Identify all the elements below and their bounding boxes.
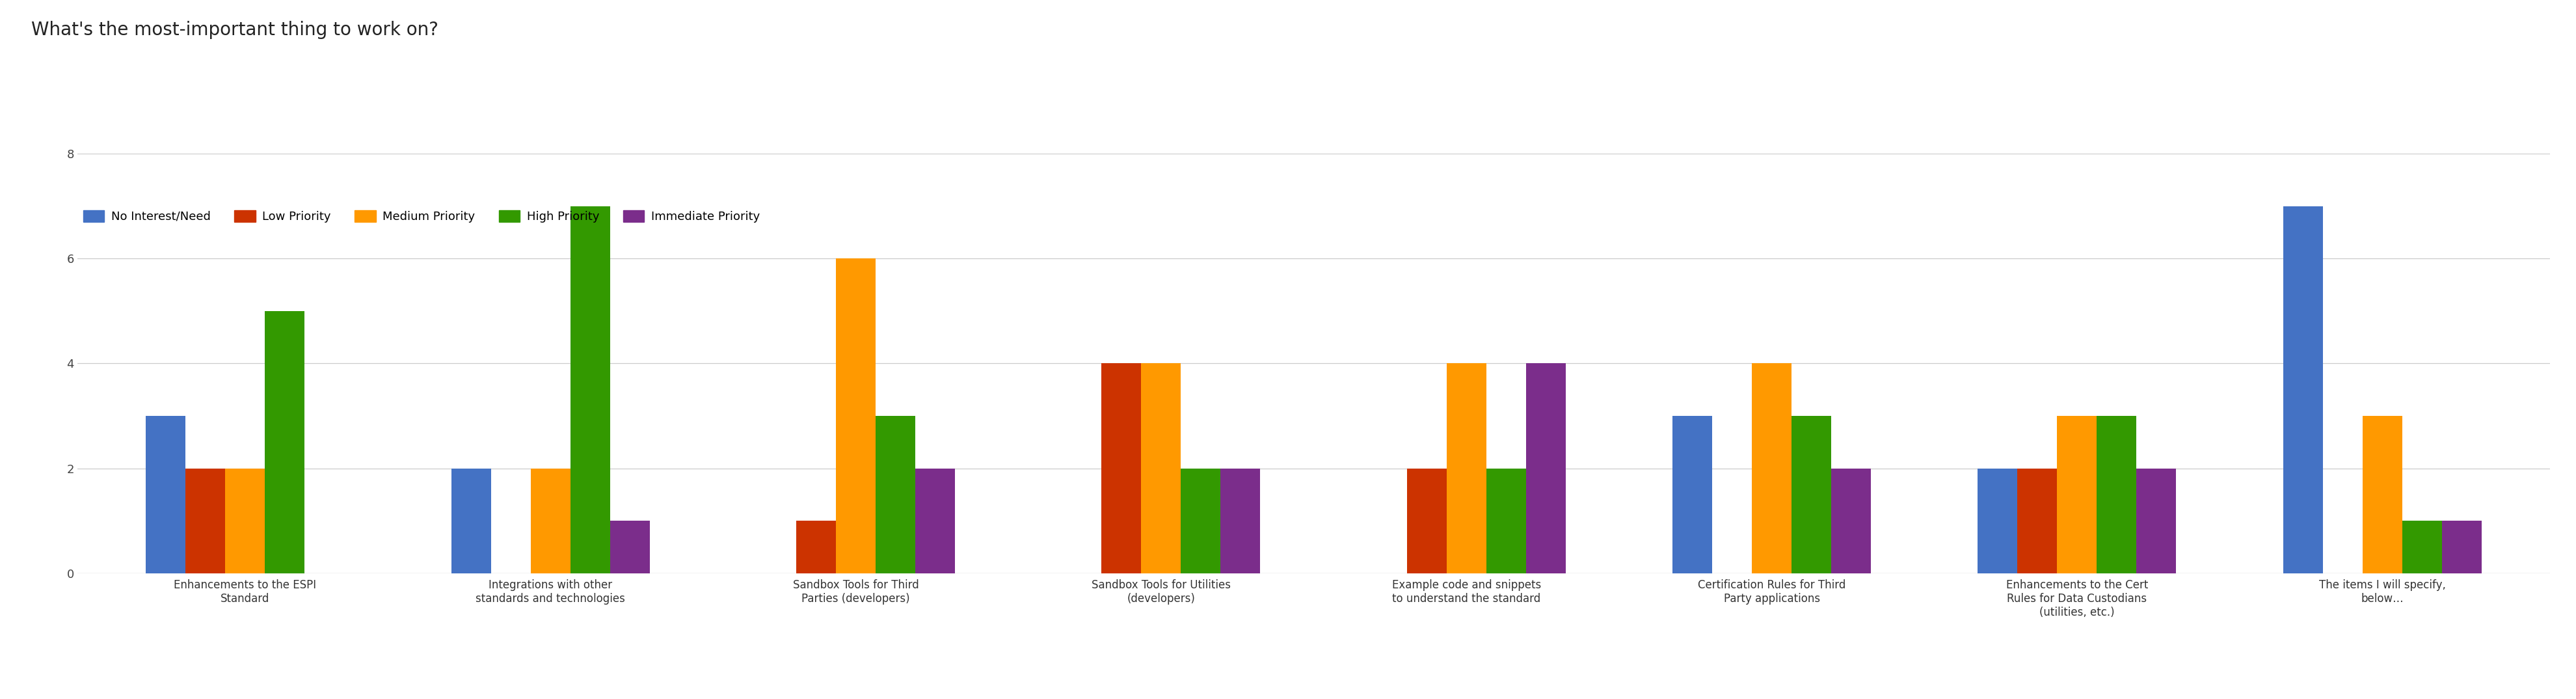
Bar: [1525, 363, 1566, 573]
Bar: [1406, 468, 1448, 573]
Bar: [1448, 363, 1486, 573]
Legend: No Interest/Need, Low Priority, Medium Priority, High Priority, Immediate Priori: No Interest/Need, Low Priority, Medium P…: [82, 210, 760, 222]
Bar: [569, 206, 611, 573]
Bar: [837, 259, 876, 573]
Bar: [1103, 363, 1141, 573]
Bar: [2403, 521, 2442, 573]
Bar: [2136, 468, 2177, 573]
Bar: [1832, 468, 1870, 573]
Bar: [611, 521, 649, 573]
Bar: [914, 468, 956, 573]
Bar: [876, 416, 914, 573]
Bar: [1752, 363, 1790, 573]
Bar: [1790, 416, 1832, 573]
Bar: [2017, 468, 2058, 573]
Bar: [451, 468, 492, 573]
Text: What's the most-important thing to work on?: What's the most-important thing to work …: [31, 21, 438, 39]
Bar: [2362, 416, 2403, 573]
Bar: [224, 468, 265, 573]
Bar: [1978, 468, 2017, 573]
Bar: [265, 311, 304, 573]
Bar: [147, 416, 185, 573]
Bar: [2097, 416, 2136, 573]
Bar: [2442, 521, 2481, 573]
Bar: [1180, 468, 1221, 573]
Bar: [2282, 206, 2324, 573]
Bar: [185, 468, 224, 573]
Bar: [531, 468, 569, 573]
Bar: [1221, 468, 1260, 573]
Bar: [796, 521, 837, 573]
Bar: [2058, 416, 2097, 573]
Bar: [1486, 468, 1525, 573]
Bar: [1672, 416, 1713, 573]
Bar: [1141, 363, 1180, 573]
